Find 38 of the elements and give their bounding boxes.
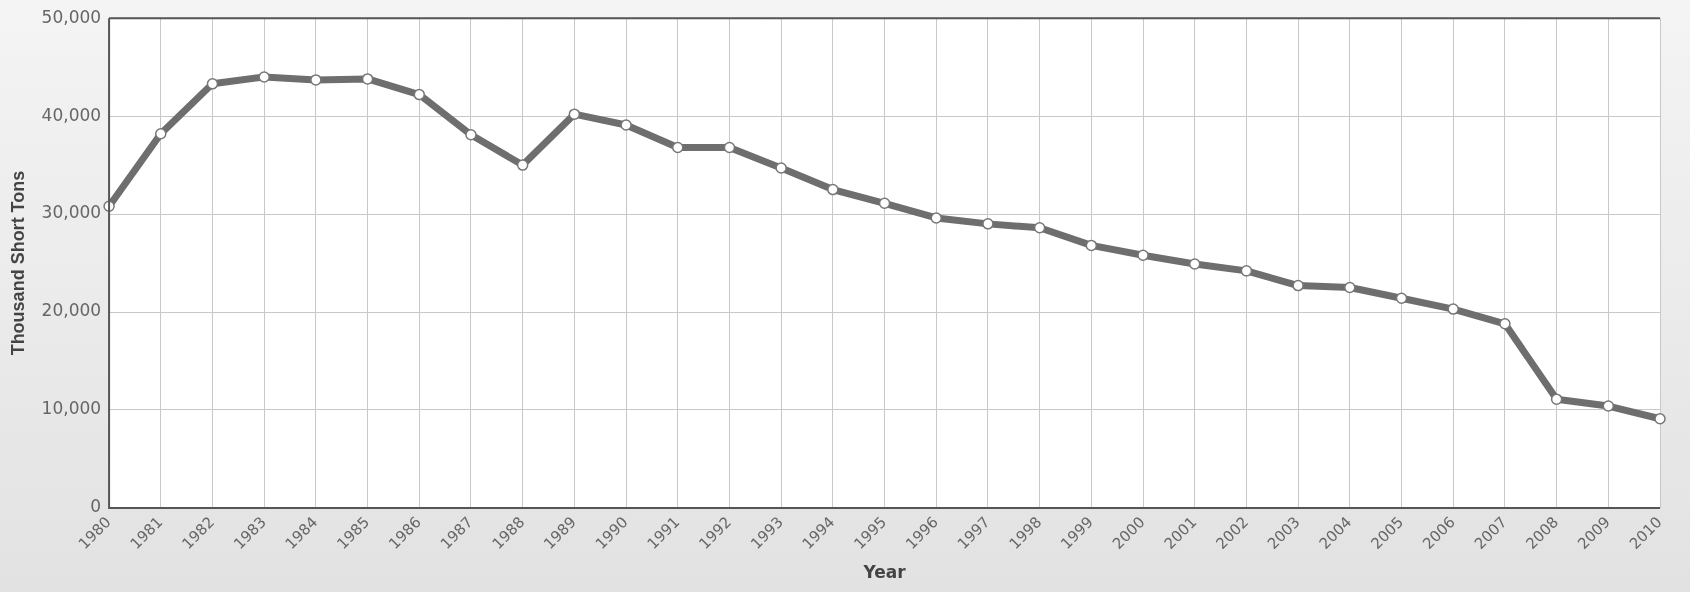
point [1602,400,1615,412]
point [620,119,632,131]
point [310,74,322,86]
y-tick-label: 30,000 [41,202,102,223]
point [413,88,426,101]
y-tick-label: 20,000 [41,300,102,321]
y-tick-label: 40,000 [41,104,102,125]
point [930,212,942,224]
y-axis-title: Thousand Short Tons [7,170,28,356]
point [361,73,374,85]
point [155,128,167,140]
y-tick-label: 10,000 [41,398,102,419]
point [1395,292,1408,305]
point [775,162,787,174]
point [1344,281,1356,294]
point [465,128,477,141]
point [1654,413,1666,425]
x-axis-title: Year [862,562,907,583]
point [1499,318,1511,330]
point [982,218,994,230]
point [672,141,684,154]
point [1137,249,1149,261]
point [827,183,839,196]
point [516,159,529,171]
y-tick-label: 50,000 [41,6,102,27]
point [568,108,581,120]
y-tick-label: 0 [90,496,102,517]
point [1085,239,1098,252]
point [878,197,891,210]
point [1240,265,1253,277]
point [1447,303,1459,315]
point [1550,393,1563,405]
point [206,78,219,90]
point [723,141,736,154]
point [1292,279,1304,292]
point [1188,258,1201,270]
point [1033,222,1046,234]
point [258,71,270,83]
